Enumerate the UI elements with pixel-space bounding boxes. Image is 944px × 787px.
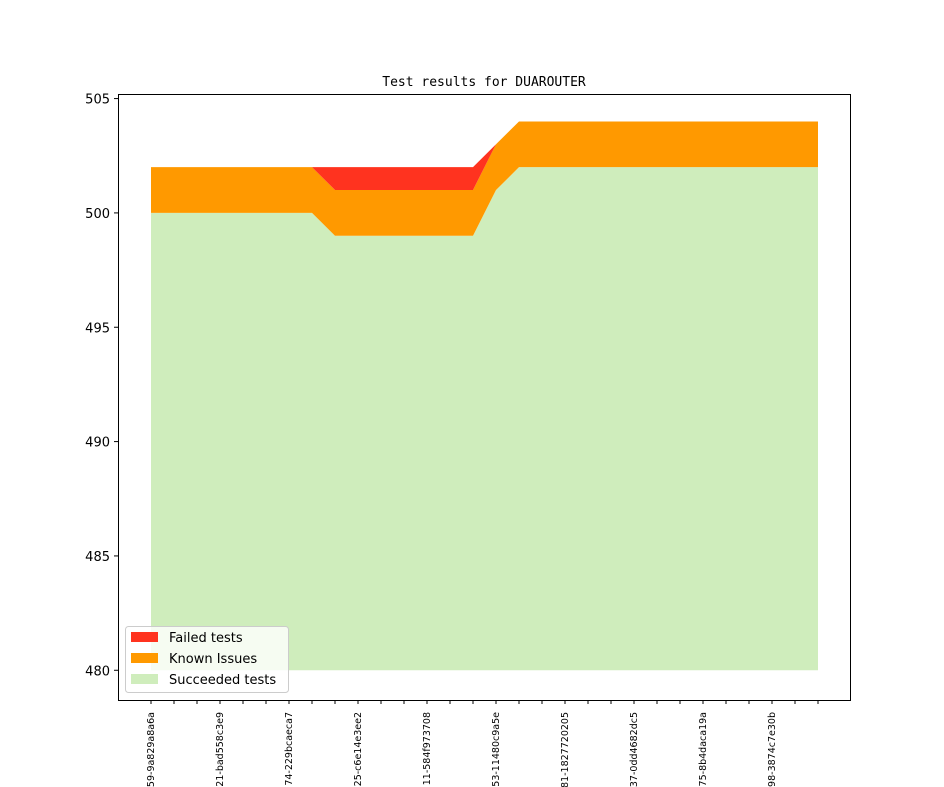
areas: [151, 121, 818, 671]
legend-label: Succeeded tests: [169, 673, 276, 688]
chart-title: Test results for DUAROUTER: [382, 75, 586, 90]
x-tick-label: 11-584f973708: [422, 712, 433, 785]
x-tick-label: 81-1827720205: [560, 712, 571, 787]
legend-swatch: [131, 653, 158, 663]
y-tick-label: 490: [85, 436, 110, 451]
y-tick-label: 495: [85, 321, 110, 336]
legend-box: [125, 626, 289, 693]
y-tick-label: 480: [85, 664, 110, 679]
x-tick-label: 21-bad558c3e9: [215, 712, 226, 787]
y-tick-label: 485: [85, 550, 110, 565]
x-axis: 59-9a829a8a6a 21-bad558c3e9 74-229bcaeca7 2…: [146, 700, 819, 787]
legend-label: Known Issues: [169, 652, 257, 667]
x-tick-label: 59-9a829a8a6a: [146, 712, 157, 787]
legend-swatch: [131, 632, 158, 642]
y-tick-label: 500: [85, 207, 110, 222]
x-tick-label: 98-3874c7e30b: [767, 712, 778, 787]
x-tick-label: 25-c6e14e3ee2: [353, 712, 364, 786]
y-tick-label: 505: [85, 93, 110, 108]
x-tick-label: 74-229bcaeca7: [284, 712, 295, 786]
legend: Failed tests Known Issues Succeeded tests: [125, 626, 289, 693]
area-succeeded-tests: [151, 167, 818, 671]
legend-swatch: [131, 674, 158, 684]
plot-frame: [118, 94, 851, 701]
area-known-issues: [151, 121, 818, 236]
y-axis: 480 485 490 495 500 505: [85, 93, 118, 679]
x-tick-label: 37-0dd4682dc5: [629, 712, 640, 787]
x-tick-label: 75-8b4daca19a: [698, 712, 709, 786]
x-tick-label: 53-11480c9a5e: [491, 712, 502, 787]
legend-label: Failed tests: [169, 631, 243, 646]
area-failed-tests: [151, 121, 818, 191]
